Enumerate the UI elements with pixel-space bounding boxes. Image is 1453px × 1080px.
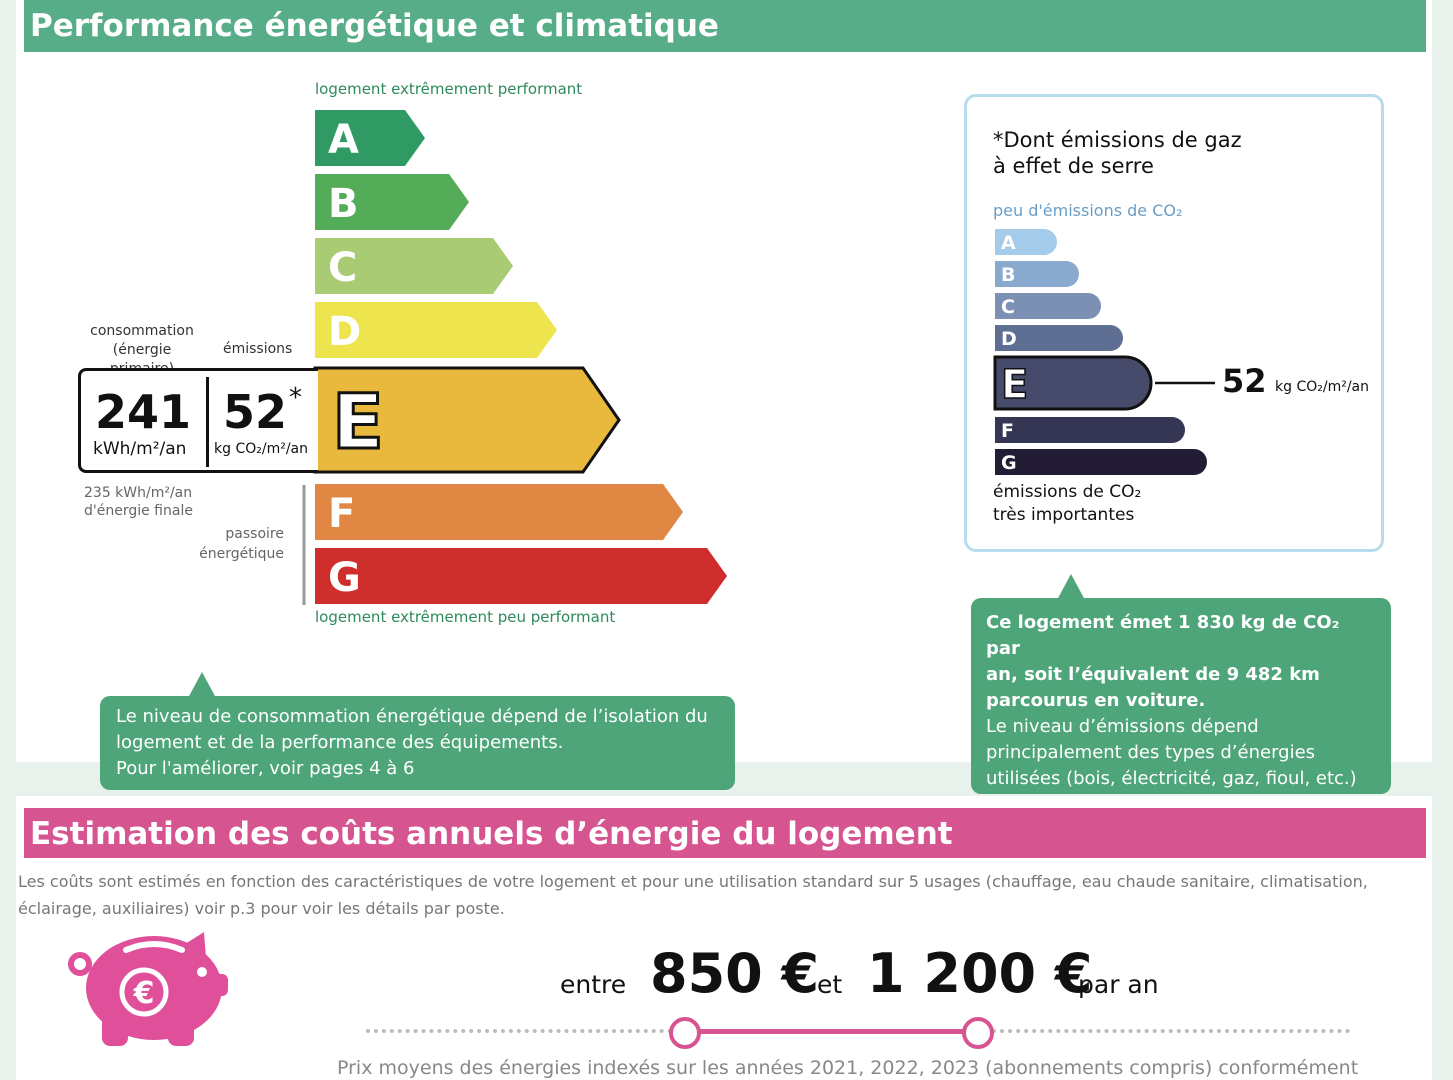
ges-value: 52 [1222, 362, 1267, 400]
section-title-energy: Performance énergétique et climatique [24, 0, 1426, 52]
ges-unit: kg CO₂/m²/an [1275, 379, 1369, 395]
costs-description: Les coûts sont estimés en fonction des c… [18, 868, 1438, 922]
bubble-bold-line3: parcourus en voiture. [986, 690, 1206, 711]
ges-title: *Dont émissions de gaz à effet de serre [993, 127, 1242, 179]
emissions-value: 52 [223, 385, 288, 439]
bubble-line3: Pour l'améliorer, voir pages 4 à 6 [116, 758, 415, 779]
range-dots-right [992, 1029, 1350, 1033]
costs-desc-line1: Les coûts sont estimés en fonction des c… [18, 872, 1368, 891]
ges-class-d: D [995, 325, 1123, 351]
passoire-label: passoire énergétique [196, 524, 284, 564]
costs-desc-line2: éclairage, auxiliaires) voir p.3 pour vo… [18, 899, 505, 918]
svg-text:B: B [1001, 264, 1015, 286]
max-cost: 1 200 € [867, 942, 1093, 1005]
bubble-line2: logement et de la performance des équipe… [116, 732, 564, 753]
range-min-marker [669, 1017, 701, 1049]
box-divider [206, 377, 209, 467]
range-dots-left [366, 1029, 672, 1033]
energy-class-d: D [315, 302, 557, 358]
ges-class-b: B [995, 261, 1079, 287]
bubble-pointer-right [1057, 574, 1085, 600]
ges-class-a: A [995, 229, 1057, 255]
ges-top-label: peu d'émissions de CO₂ [993, 201, 1183, 220]
emissions-info-bubble: Ce logement émet 1 830 kg de CO₂ par an,… [971, 574, 1391, 794]
bubble-bold-line1: Ce logement émet 1 830 kg de CO₂ par [986, 612, 1340, 659]
passoire-line1: passoire [225, 526, 284, 542]
bubble-pointer [188, 672, 216, 698]
ges-title-line2: à effet de serre [993, 154, 1154, 178]
energy-class-f: F [315, 484, 683, 540]
top-performance-label: logement extrêmement performant [315, 80, 583, 98]
energy-class-e: E [313, 366, 621, 474]
ges-bottom-label: émissions de CO₂ très importantes [993, 481, 1141, 527]
bubble-bold-line2: an, soit l’équivalent de 9 482 km [986, 664, 1320, 685]
consumption-value: 241 [95, 385, 192, 439]
bubble-line-r1: Le niveau d’émissions dépend [986, 716, 1259, 737]
svg-text:D: D [328, 309, 361, 355]
bubble-line-r3: utilisées (bois, électricité, gaz, fioul… [986, 768, 1357, 789]
consumption-unit: kWh/m²/an [93, 439, 187, 459]
word-between: entre [560, 970, 627, 999]
svg-text:B: B [328, 181, 359, 227]
word-and: et [817, 970, 843, 999]
per-year: par an [1078, 970, 1159, 999]
passoire-line2: énergétique [199, 546, 284, 562]
ges-class-c: C [995, 293, 1101, 319]
current-values-box: 241 kWh/m²/an 52 * kg CO₂/m²/an [78, 368, 318, 473]
final-energy-note: 235 kWh/m²/an d'énergie finale [84, 484, 193, 520]
range-max-marker [962, 1017, 994, 1049]
min-cost: 850 € [650, 942, 820, 1005]
svg-text:F: F [328, 491, 355, 537]
final-energy-line2: d'énergie finale [84, 503, 193, 519]
consumption-info-bubble: Le niveau de consommation énergétique dé… [100, 672, 735, 790]
ges-bottom-line1: émissions de CO₂ [993, 482, 1142, 502]
cost-range-bar [684, 1029, 976, 1034]
bubble-line-r2: principalement des types d’énergies [986, 742, 1316, 763]
svg-text:C: C [328, 245, 357, 291]
svg-text:E: E [1001, 362, 1028, 408]
price-footnote: Prix moyens des énergies indexés sur les… [337, 1057, 1359, 1079]
ges-title-line1: Dont émissions de gaz [1003, 128, 1242, 152]
piggy-bank-icon: € [68, 932, 228, 1046]
emissions-unit: kg CO₂/m²/an [214, 441, 308, 457]
consumption-label-line1: consommation [90, 323, 194, 339]
ges-bottom-line2: très importantes [993, 505, 1135, 525]
svg-text:G: G [328, 555, 361, 601]
svg-text:€: € [133, 976, 155, 1011]
ges-class-g: G [995, 449, 1207, 475]
svg-text:G: G [1001, 452, 1017, 474]
svg-text:D: D [1001, 328, 1017, 350]
ges-class-f: F [995, 417, 1185, 443]
emissions-label: émissions [223, 341, 293, 357]
bubble-line1: Le niveau de consommation énergétique dé… [116, 706, 708, 727]
ges-title-star: * [993, 128, 1004, 152]
energy-class-g: G [315, 548, 727, 604]
energy-class-b: B [315, 174, 469, 230]
svg-text:E: E [332, 377, 384, 466]
svg-text:A: A [328, 117, 359, 163]
ges-box: *Dont émissions de gaz à effet de serre … [964, 94, 1384, 552]
emissions-star: * [289, 383, 302, 413]
svg-text:A: A [1001, 232, 1016, 254]
ges-class-e: E [993, 355, 1215, 411]
energy-class-a: A [315, 110, 425, 166]
energy-class-c: C [315, 238, 513, 294]
svg-text:C: C [1001, 296, 1015, 318]
bottom-performance-label: logement extrêmement peu performant [315, 608, 616, 626]
svg-text:F: F [1001, 420, 1014, 442]
section-title-costs: Estimation des coûts annuels d’énergie d… [24, 808, 1426, 858]
final-energy-line1: 235 kWh/m²/an [84, 485, 193, 501]
